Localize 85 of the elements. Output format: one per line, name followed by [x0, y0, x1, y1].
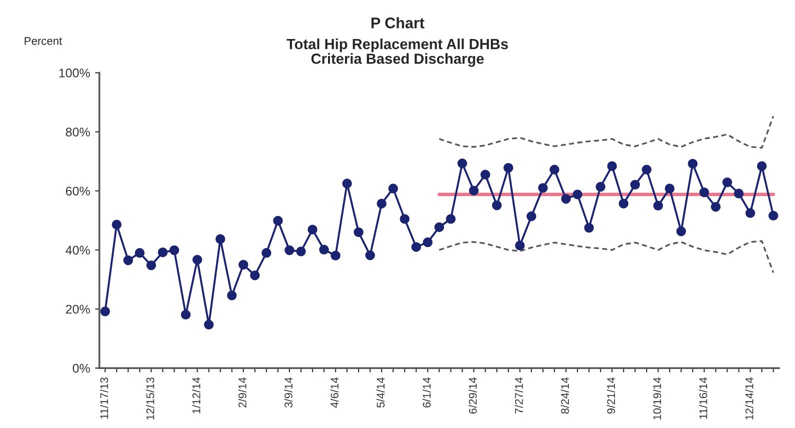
- point: [169, 245, 180, 256]
- point: [273, 216, 283, 226]
- y-tick-label: 80%: [66, 128, 90, 136]
- x-tick-label: 1/12/14: [192, 377, 200, 414]
- point: [584, 222, 594, 233]
- point: [100, 306, 110, 316]
- point: [134, 248, 145, 258]
- point: [526, 211, 536, 222]
- line-series: [438, 240, 774, 274]
- point: [618, 198, 628, 208]
- point: [676, 226, 686, 236]
- point: [642, 164, 652, 174]
- point: [215, 234, 226, 244]
- point: [308, 224, 318, 234]
- x-tick-label: 2/9/14: [238, 377, 246, 408]
- point: [492, 200, 502, 210]
- point: [468, 186, 479, 196]
- point: [422, 237, 433, 248]
- y-tick-label: 60%: [66, 186, 90, 196]
- point: [365, 250, 375, 260]
- x-tick-label: 7/27/14: [514, 377, 523, 414]
- chart-title: P Chart: [371, 17, 424, 28]
- point: [227, 290, 237, 300]
- point: [180, 310, 191, 320]
- line-series: [438, 115, 774, 149]
- point: [342, 178, 352, 188]
- y-tick-label: 100%: [59, 68, 90, 78]
- point: [192, 254, 202, 265]
- point: [296, 246, 306, 256]
- chart-subtitle: Total Hip Replacement All DHBs Criteria Based Discharge: [286, 38, 508, 67]
- y-axis-title: Percent: [24, 37, 62, 45]
- x-tick-label: 6/29/14: [468, 377, 477, 414]
- point: [411, 242, 422, 252]
- point: [745, 208, 756, 218]
- point: [284, 245, 294, 256]
- point: [768, 210, 778, 221]
- point: [388, 184, 398, 194]
- point: [734, 188, 744, 198]
- point: [204, 320, 214, 330]
- x-tick-label: 8/24/14: [560, 377, 569, 414]
- point: [446, 214, 456, 224]
- x-tick-label: 4/6/14: [330, 377, 339, 408]
- point: [710, 202, 721, 212]
- point: [238, 260, 248, 270]
- x-tick-label: 11/16/14: [699, 377, 708, 419]
- x-tick-label: 10/19/14: [652, 377, 662, 420]
- point: [607, 161, 617, 171]
- point: [722, 177, 732, 188]
- point: [550, 164, 560, 174]
- x-tick-label: 12/14/14: [745, 377, 754, 420]
- point: [504, 162, 514, 173]
- point: [515, 240, 525, 250]
- x-tick-label: 3/9/14: [284, 377, 292, 408]
- point: [400, 214, 410, 224]
- y-tick-label: 40%: [66, 246, 90, 255]
- x-tick-label: 11/17/13: [100, 378, 108, 419]
- point: [434, 222, 444, 232]
- point: [112, 220, 122, 230]
- point: [596, 182, 606, 192]
- point: [457, 158, 468, 168]
- point: [319, 244, 329, 255]
- point: [158, 247, 168, 258]
- point: [123, 255, 134, 266]
- point: [354, 227, 364, 238]
- y-tick-label: 0%: [72, 364, 90, 373]
- point: [538, 183, 548, 193]
- point: [250, 270, 260, 280]
- point: [561, 194, 571, 204]
- point: [653, 200, 663, 211]
- point: [262, 248, 272, 258]
- x-tick-label: 5/4/14: [376, 377, 385, 408]
- x-tick-label: 12/15/13: [146, 378, 154, 420]
- point: [664, 184, 675, 194]
- point: [756, 161, 767, 171]
- y-tick-label: 20%: [66, 304, 90, 314]
- point: [330, 250, 340, 260]
- x-tick-label: 6/1/14: [422, 377, 431, 408]
- point: [688, 158, 698, 169]
- point: [630, 180, 640, 190]
- point: [146, 260, 156, 270]
- point: [376, 198, 386, 208]
- point: [480, 170, 490, 180]
- point: [572, 190, 582, 200]
- point: [699, 188, 710, 198]
- x-tick-label: 9/21/14: [606, 377, 616, 414]
